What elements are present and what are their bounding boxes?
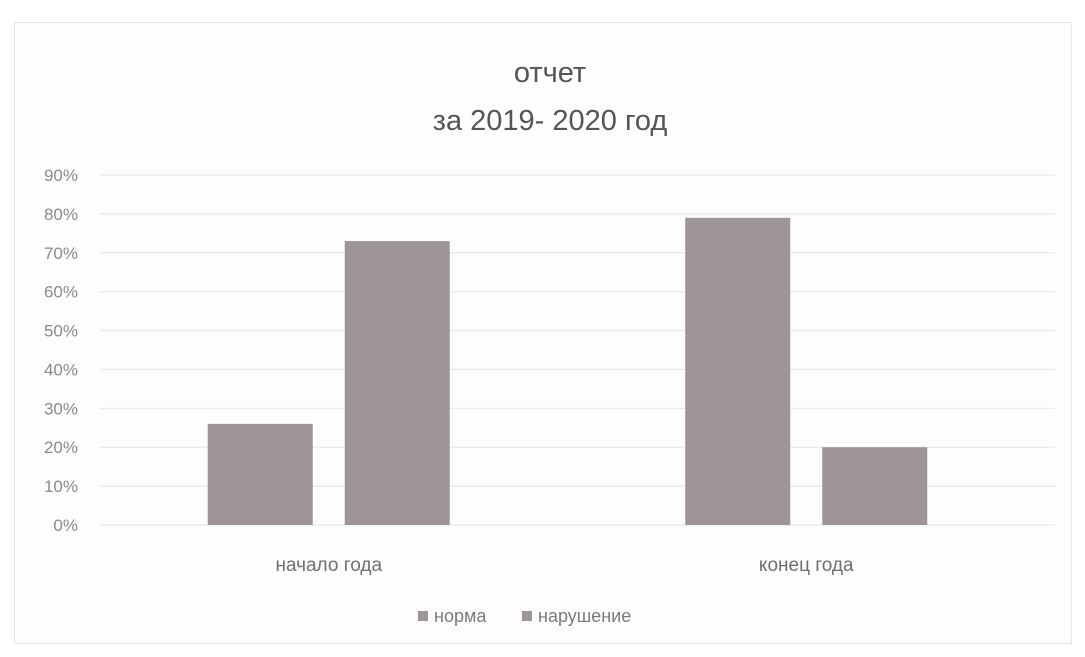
x-category-label: начало года xyxy=(275,555,382,576)
chart-title-line-2: за 2019- 2020 год xyxy=(433,105,668,137)
y-tick-label: 20% xyxy=(44,438,78,457)
y-tick-label: 40% xyxy=(44,360,78,379)
bar-нарушение-конец года xyxy=(822,447,928,525)
bars xyxy=(207,217,928,525)
y-tick-label: 90% xyxy=(44,166,78,185)
x-axis-categories: начало года конец года xyxy=(275,555,854,576)
y-tick-label: 80% xyxy=(44,205,78,224)
bar-нарушение-начало года xyxy=(344,241,450,525)
y-tick-label: 10% xyxy=(44,477,78,496)
bar-норма-начало года xyxy=(207,423,313,525)
y-tick-label: 30% xyxy=(44,399,78,418)
y-tick-label: 70% xyxy=(44,244,78,263)
legend-swatch xyxy=(522,611,532,621)
legend-swatch xyxy=(418,611,428,621)
y-tick-label: 60% xyxy=(44,283,78,302)
chart-title-line-1: отчет xyxy=(514,57,586,89)
legend-label: норма xyxy=(434,606,487,626)
y-tick-label: 0% xyxy=(53,516,78,535)
chart-frame xyxy=(14,22,1072,644)
y-axis-ticks: 0% 10% 20% 30% 40% 50% 60% 70% 80% 90% xyxy=(44,166,78,535)
x-category-label: конец года xyxy=(759,555,854,576)
y-tick-label: 50% xyxy=(44,322,78,341)
legend: норма нарушение xyxy=(418,606,631,626)
legend-label: нарушение xyxy=(538,606,631,626)
bar-норма-конец года xyxy=(685,217,791,525)
